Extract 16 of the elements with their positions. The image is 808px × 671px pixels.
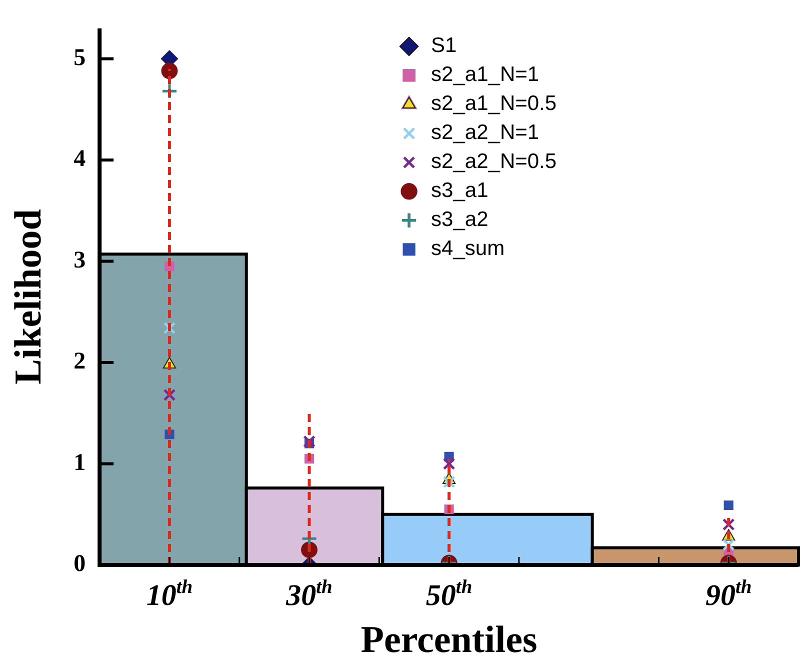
y-tick-label: 1 [74, 450, 86, 476]
legend-label: s3_a1 [431, 179, 488, 202]
y-tick-label: 5 [74, 44, 86, 71]
y-tick-label: 2 [74, 348, 86, 375]
legend-label: s2_a1_N=1 [431, 63, 540, 86]
y-tick-label: 3 [74, 247, 86, 274]
legend-label: s2_a2_N=1 [431, 121, 540, 144]
y-tick-label: 4 [74, 146, 86, 172]
legend-label: s2_a1_N=0.5 [431, 92, 557, 116]
legend-label: s2_a2_N=0.5 [431, 150, 557, 174]
y-tick-label: 0 [74, 551, 86, 578]
x-axis-title: Percentiles [360, 619, 538, 662]
legend-label: s4_sum [431, 237, 505, 260]
legend-label: s3_a2 [431, 208, 488, 232]
legend-label: S1 [431, 34, 457, 58]
y-axis-title: Likelihood [8, 209, 50, 384]
